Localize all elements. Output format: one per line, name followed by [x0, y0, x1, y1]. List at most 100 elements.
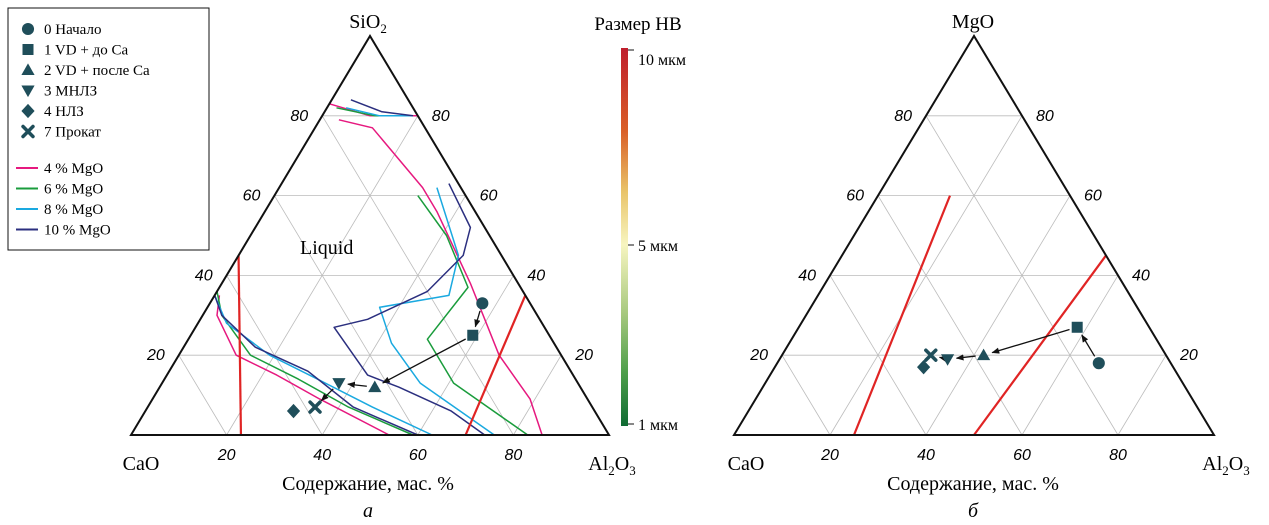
boundary-lines-b	[852, 195, 1107, 436]
triangle-outline-b	[732, 34, 1216, 436]
tick-labels-b: 20 20 80 40 40 60 60 60 40 80 80 20	[749, 108, 1198, 464]
liquidus-curve	[333, 183, 486, 436]
grid-line	[877, 195, 1023, 436]
grid-line	[321, 195, 466, 436]
liquidus-curve	[350, 99, 414, 117]
tick-labels-a: 20 20 80 40 40 60 60 60 40 80 80 20	[146, 108, 593, 464]
colorbar-bar	[621, 48, 628, 426]
arrow	[382, 338, 467, 384]
liquidus-curve	[214, 295, 433, 436]
boundary-line	[237, 255, 243, 436]
legend-marker-label: 7 Прокат	[44, 125, 101, 141]
arrows-a	[320, 310, 481, 402]
point-3-triangle-down	[332, 378, 346, 390]
tick-label-left: 80	[290, 108, 308, 125]
tick-label-left: 40	[798, 267, 816, 284]
axis-title-b: Содержание, мас. %	[887, 473, 1059, 495]
points-a	[286, 297, 489, 419]
legend-line-entries: 4 % MgO 6 % MgO 8 % MgO 10 % MgO	[16, 161, 111, 239]
corner-label-cao-b: CaO	[728, 453, 765, 475]
point-0-circle	[476, 297, 489, 310]
point-7-cross	[924, 348, 938, 362]
points-b	[917, 321, 1105, 375]
grid-line	[178, 354, 227, 436]
apex-label-sio2: SiO2	[349, 11, 387, 36]
legend-line-label: 10 % MgO	[44, 223, 111, 239]
point-4-diamond	[286, 403, 301, 419]
marker-triangle-up	[21, 63, 35, 75]
tick-label-right: 80	[1036, 108, 1054, 125]
legend-marker-entries: 0 Начало 1 VD + до Ca 2 VD + после Ca 3 МНЛ…	[21, 22, 150, 141]
grid-line	[829, 275, 927, 436]
tick-label-bottom: 20	[820, 447, 839, 464]
liquidus-curves-a	[213, 99, 543, 436]
tick-label-bottom: 20	[217, 447, 236, 464]
legend-marker-label: 1 VD + до Ca	[44, 43, 128, 59]
grid-line	[513, 354, 562, 436]
tick-label-right: 40	[1132, 267, 1150, 284]
marker-triangle-down	[21, 85, 35, 98]
tick-label-right: 60	[480, 188, 498, 205]
marker-diamond	[21, 103, 35, 119]
boundary-lines-a	[237, 255, 527, 436]
colorbar: Размер НВ 10 мкм 5 мкм 1 мкм	[594, 14, 686, 434]
tick-label-bottom: 60	[409, 447, 427, 464]
grid-a	[178, 115, 562, 436]
tick-label-left: 20	[749, 347, 768, 364]
legend-marker-label: 0 Начало	[44, 22, 101, 38]
legend-line-label: 6 % MgO	[44, 182, 103, 198]
tick-label-right: 40	[527, 267, 545, 284]
tick-label-left: 60	[243, 188, 261, 205]
liquid-annotation: Liquid	[300, 237, 353, 259]
arrow	[474, 310, 481, 328]
colorbar-tick-5: 5 мкм	[638, 238, 678, 255]
marker-square	[22, 44, 34, 55]
legend-marker-label: 3 МНЛЗ	[44, 84, 97, 100]
point-7-cross	[308, 400, 322, 414]
corner-label-al2o3-a: Al2O3	[588, 453, 635, 478]
tick-label-bottom: 40	[917, 447, 935, 464]
liquidus-curve	[378, 187, 495, 436]
legend: 0 Начало 1 VD + до Ca 2 VD + после Ca 3 МНЛ…	[7, 7, 210, 251]
point-2-triangle-up	[368, 380, 382, 393]
liquidus-curve	[216, 291, 414, 436]
boundary-line	[852, 195, 952, 436]
tick-label-left: 80	[894, 108, 912, 125]
tick-label-bottom: 60	[1013, 447, 1031, 464]
arrow	[955, 354, 976, 361]
boundary-line	[973, 254, 1107, 436]
colorbar-tick-1: 1 мкм	[638, 417, 678, 434]
triangle-outline-a	[129, 34, 611, 436]
tick-label-right: 20	[1179, 347, 1198, 364]
panel-label-b: б	[968, 500, 979, 522]
point-0-circle	[1092, 357, 1105, 370]
liquidus-curve	[216, 295, 390, 436]
liquidus-curve	[213, 295, 419, 436]
tick-label-bottom: 40	[313, 447, 331, 464]
point-1-square	[1071, 321, 1083, 333]
legend-marker-label: 4 НЛЗ	[44, 104, 84, 120]
boundary-line	[464, 294, 527, 436]
liquidus-curve	[417, 195, 529, 436]
arrow	[347, 381, 367, 389]
legend-marker-label: 2 VD + после Ca	[44, 63, 150, 79]
grid-line	[1117, 354, 1167, 436]
colorbar-title: Размер НВ	[594, 14, 681, 35]
legend-line-label: 4 % MgO	[44, 161, 103, 177]
legend-box	[7, 7, 210, 251]
arrow	[991, 328, 1070, 354]
tick-label-bottom: 80	[1109, 447, 1127, 464]
grid-b	[781, 115, 1167, 436]
point-2-triangle-up	[977, 348, 991, 361]
marker-circle	[21, 22, 35, 36]
ternary-panel-b: 20 20 80 40 40 60 60 60 40 80 80 20 MgO CaO Al2O3 С…	[728, 11, 1250, 522]
tick-label-left: 20	[146, 347, 165, 364]
arrow	[1081, 334, 1096, 357]
arrows-b	[938, 328, 1096, 362]
point-4-diamond	[917, 360, 931, 375]
grid-line	[417, 275, 514, 436]
grid-line	[925, 195, 1071, 436]
tick-label-bottom: 80	[505, 447, 523, 464]
